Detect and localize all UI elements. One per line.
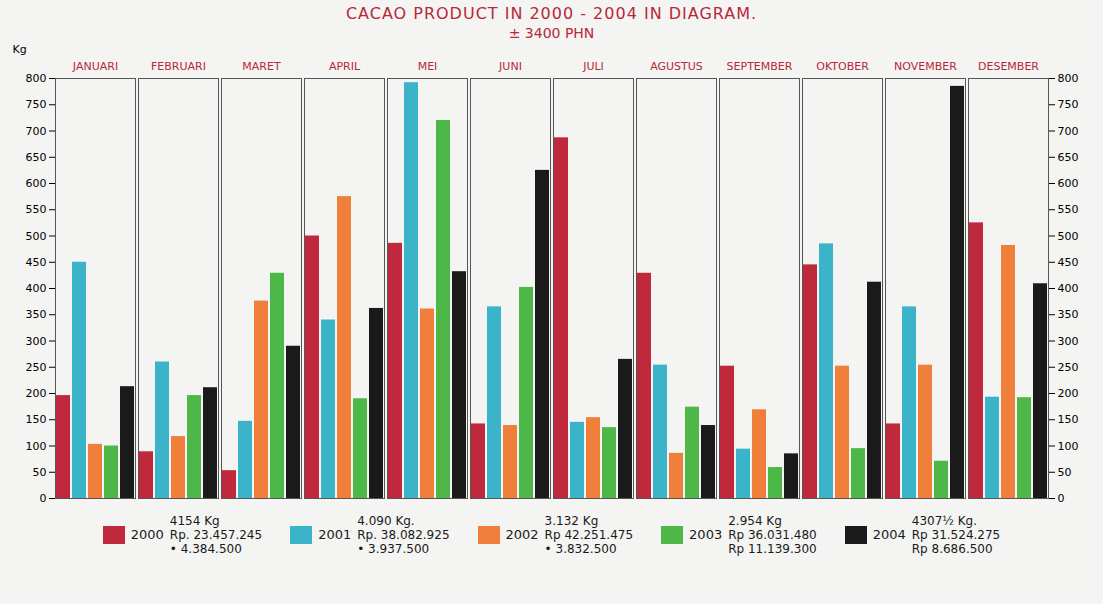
html-text:Rp 11.139.300: Rp 11.139.300 [728,542,817,556]
html-text:2001: 2001 [318,527,352,542]
svg-text:50: 50 [33,466,47,479]
html-text:• 4.384.500: • 4.384.500 [169,542,242,556]
svg-text:200: 200 [1058,387,1079,400]
svg-text:250: 250 [1058,361,1079,374]
svg-text:150: 150 [26,413,47,426]
svg-text:300: 300 [26,335,47,348]
html-text:Rp. 38.082.925: Rp. 38.082.925 [357,528,450,542]
svg-text:OKTOBER: OKTOBER [816,60,869,73]
svg-text:800: 800 [1058,72,1079,85]
svg-text:700: 700 [1058,125,1079,138]
svg-text:200: 200 [26,387,47,400]
svg-text:APRIL: APRIL [329,60,361,73]
html-text:2002: 2002 [505,527,539,542]
svg-text:600: 600 [1058,177,1079,190]
html-text:Rp 42.251.475: Rp 42.251.475 [544,528,634,542]
html-text:Rp. 23.457.245: Rp. 23.457.245 [169,528,263,542]
svg-text:400: 400 [1058,282,1079,295]
html-text:4154 Kg: 4154 Kg [169,514,220,528]
svg-text:MARET: MARET [242,60,281,73]
html-text:2004: 2004 [872,527,906,542]
svg-text:650: 650 [26,151,47,164]
svg-text:350: 350 [26,308,47,321]
svg-text:250: 250 [26,361,47,374]
html-text:3.132 Kg: 3.132 Kg [544,514,599,528]
html-text:± 3400 PHN: ± 3400 PHN [508,25,595,41]
svg-text:50: 50 [1058,466,1072,479]
svg-text:750: 750 [26,98,47,111]
svg-text:450: 450 [26,256,47,269]
svg-text:0: 0 [1058,492,1065,505]
html-text:Rp 31.524.275: Rp 31.524.275 [911,528,1001,542]
svg-text:500: 500 [1058,230,1079,243]
svg-text:550: 550 [26,203,47,216]
html-text:CACAO PRODUCT IN 2000 - 2004 I: CACAO PRODUCT IN 2000 - 2004 IN DIAGRAM. [345,4,758,23]
svg-text:500: 500 [26,230,47,243]
html-text:Rp 8.686.500: Rp 8.686.500 [911,542,993,556]
svg-text:300: 300 [1058,335,1079,348]
html-text:2003: 2003 [689,527,723,542]
svg-text:DESEMBER: DESEMBER [978,60,1039,73]
html-text:Rp 36.031.480: Rp 36.031.480 [728,528,817,542]
svg-text:JANUARI: JANUARI [72,60,118,73]
svg-text:FEBRUARI: FEBRUARI [151,60,206,73]
html-text:2.954 Kg: 2.954 Kg [728,514,782,528]
svg-text:Kg: Kg [13,43,27,56]
html-text:2000: 2000 [130,527,164,542]
html-text:• 3.937.500: • 3.937.500 [357,542,430,556]
svg-text:600: 600 [26,177,47,190]
svg-text:MEI: MEI [418,60,438,73]
html-text:• 3.832.500: • 3.832.500 [544,542,617,556]
svg-text:550: 550 [1058,203,1079,216]
svg-text:400: 400 [26,282,47,295]
svg-text:SEPTEMBER: SEPTEMBER [727,60,793,73]
svg-text:700: 700 [26,125,47,138]
svg-text:650: 650 [1058,151,1079,164]
svg-text:450: 450 [1058,256,1079,269]
svg-text:JUNI: JUNI [498,60,522,73]
svg-text:JULI: JULI [582,60,604,73]
svg-text:0: 0 [40,492,47,505]
html-text:4307½ Kg.: 4307½ Kg. [911,514,978,528]
svg-text:750: 750 [1058,98,1079,111]
svg-text:100: 100 [1058,440,1079,453]
svg-text:800: 800 [26,72,47,85]
svg-text:NOVEMBER: NOVEMBER [894,60,957,73]
svg-text:150: 150 [1058,413,1079,426]
svg-text:100: 100 [26,440,47,453]
svg-text:AGUSTUS: AGUSTUS [650,60,703,73]
svg-text:350: 350 [1058,308,1079,321]
html-text:4.090 Kg.: 4.090 Kg. [357,514,415,528]
